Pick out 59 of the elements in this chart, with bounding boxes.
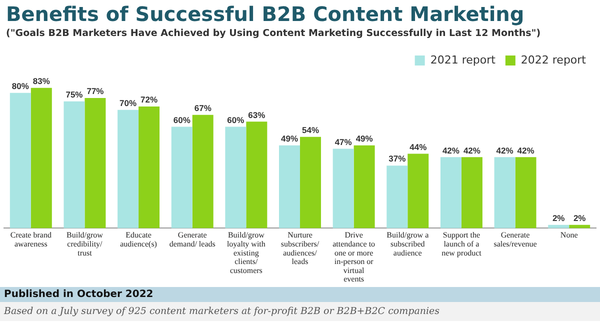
data-label: 42% — [517, 145, 535, 156]
x-tick-label: Educate audience(s) — [120, 230, 158, 248]
bar — [354, 145, 375, 228]
data-label: 37% — [388, 154, 406, 164]
bar — [84, 98, 106, 228]
bar — [408, 154, 429, 228]
bar — [192, 114, 214, 228]
data-label: 2% — [552, 212, 566, 223]
bar — [30, 88, 52, 228]
bar — [225, 126, 246, 228]
data-label: 42% — [496, 145, 514, 156]
x-tick-label: None — [560, 230, 578, 240]
data-label: 42% — [442, 145, 460, 156]
legend-label: 2021 report — [430, 53, 496, 66]
chart-subtitle: ("Goals B2B Marketers Have Achieved by Using Content Marketing Successfully in Last 12 Months") — [5, 27, 542, 41]
data-label: 60% — [227, 114, 245, 125]
data-label: 67% — [194, 102, 212, 113]
data-label: 80% — [12, 81, 30, 92]
bar — [461, 157, 482, 228]
data-label: 54% — [302, 124, 320, 135]
data-label: 60% — [173, 114, 191, 125]
data-label: 72% — [140, 94, 158, 105]
x-tick-label: Support the launch of a new product — [442, 230, 482, 258]
x-tick-label: Build/grow a subscribed audience — [386, 230, 430, 258]
bar — [246, 122, 268, 228]
x-tick-label: Nurture subscribers/ audiences/ leads — [280, 230, 320, 266]
bar — [118, 110, 139, 228]
x-tick-label: Drive attendance to one or more in-person or virtual events — [332, 230, 376, 284]
bar — [300, 136, 321, 228]
text: Based on a July survey of 925 content marketers at for-profit B2B or B2B+B2C companies — [0, 302, 600, 321]
x-tick-label: Create brand awareness — [10, 230, 52, 248]
data-label: 42% — [463, 145, 481, 156]
bar — [440, 157, 462, 228]
bar — [10, 92, 31, 228]
data-label: 83% — [32, 76, 50, 86]
bar — [515, 157, 536, 228]
bar — [279, 145, 300, 228]
x-tick-label: Generate demand/ leads — [169, 230, 216, 248]
bar — [332, 148, 354, 228]
data-label: 70% — [120, 98, 137, 108]
data-label: 47% — [334, 136, 352, 147]
data-label: 49% — [281, 133, 298, 144]
bar — [171, 126, 192, 228]
data-label: 44% — [410, 142, 428, 152]
legend-label: 2022 report — [520, 53, 587, 66]
x-tick-label: Build/grow credibility/ trust — [66, 230, 104, 258]
data-label: 77% — [86, 86, 104, 96]
data-label: 49% — [356, 133, 374, 144]
data-label: 63% — [248, 110, 266, 120]
data-label: 75% — [66, 89, 84, 100]
x-tick-label: Build/grow loyalty with existing clients/ customers — [226, 230, 266, 275]
text: Published in October 2022 — [0, 287, 600, 302]
bar — [138, 106, 160, 228]
data-label: 2% — [573, 212, 586, 223]
bar — [494, 157, 516, 228]
bar — [386, 166, 408, 228]
chart-title: Benefits of Successful B2B Content Marketing — [5, 1, 526, 26]
x-tick-label: Generate sales/revenue — [494, 230, 538, 248]
bar — [64, 101, 85, 228]
